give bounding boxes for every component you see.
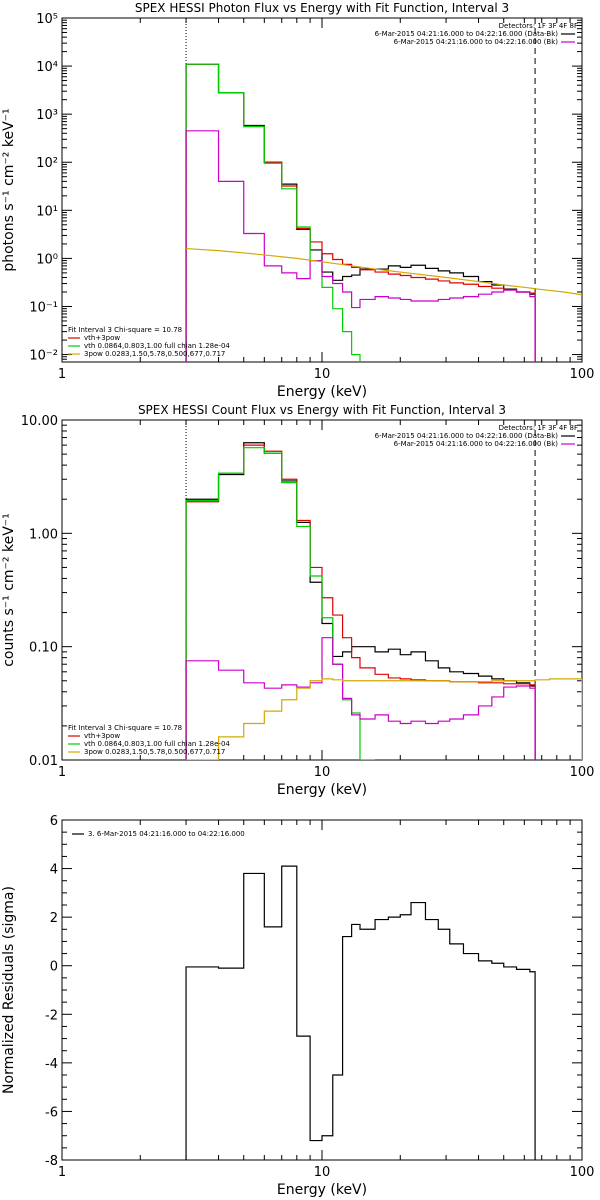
- y-tick-label: 4: [50, 863, 58, 878]
- y-tick-label: -2: [45, 1008, 58, 1023]
- y-tick-label: 10.00: [21, 414, 58, 429]
- legend-text: Fit Interval 3 Chi-square = 10.78: [68, 326, 182, 334]
- chart-panel-3: 1 10 100 -8 -6 -4 -2 0 2 4 6 Energy (keV) Normalized…: [1, 814, 594, 1198]
- legend-top-right: Detectors: 1F 3F 4F 8F6-Mar-2015 04:21:1…: [375, 22, 578, 46]
- x-tick-label: 100: [570, 765, 595, 780]
- legend-text: 6-Mar-2015 04:21:16.000 to 04:22:16.000 …: [394, 440, 559, 448]
- legend-text: vth 0.0864,0.803,1.00 full chian 1.28e-0…: [84, 342, 230, 350]
- plot-frame: [61, 17, 583, 363]
- y-tick-label: 2: [50, 911, 58, 926]
- legend-text: 6-Mar-2015 04:21:16.000 to 04:22:16.000 …: [394, 38, 559, 46]
- legend-text: 3pow 0.0283,1.50,5.78,0.500,677,0.717: [84, 350, 225, 358]
- chart-title: SPEX HESSI Photon Flux vs Energy with Fi…: [135, 1, 509, 15]
- legend-bottom-left: Fit Interval 3 Chi-square = 10.78vth+3po…: [68, 724, 230, 756]
- legend-text: 3pow 0.0283,1.50,5.78,0.500,677,0.717: [84, 748, 225, 756]
- y-tick-label: -6: [45, 1105, 58, 1120]
- y-tick-label: 10¹: [36, 204, 58, 219]
- x-tick-label: 1: [58, 1165, 66, 1180]
- x-tick-label: 100: [570, 1165, 595, 1180]
- series-group: [185, 865, 536, 1160]
- series-group: [185, 442, 582, 760]
- series-line-2: [185, 444, 536, 760]
- legend-text: Fit Interval 3 Chi-square = 10.78: [68, 724, 182, 732]
- legend-text: Detectors: 1F 3F 4F 8F: [499, 424, 578, 432]
- x-axis-label: Energy (keV): [277, 1182, 367, 1198]
- y-tick-label: 10⁻¹: [29, 300, 58, 315]
- y-axis-label: Normalized Residuals (sigma): [1, 886, 17, 1094]
- x-tick-label: 1: [58, 367, 66, 382]
- x-axis-label: Energy (keV): [277, 782, 367, 798]
- series-line-3: [185, 447, 376, 760]
- chart-title: SPEX HESSI Count Flux vs Energy with Fit…: [138, 403, 506, 417]
- legend-text: Detectors: 1F 3F 4F 8F: [499, 22, 578, 30]
- x-tick-label: 10: [314, 367, 331, 382]
- legend-text: vth+3pow: [84, 334, 120, 342]
- y-tick-label: 0.10: [29, 641, 58, 656]
- y-tick-label: 0.01: [29, 754, 58, 769]
- series-line-1: [185, 63, 536, 362]
- y-tick-label: 10⁵: [36, 12, 58, 27]
- legend-top-right: Detectors: 1F 3F 4F 8F6-Mar-2015 04:21:1…: [375, 424, 578, 448]
- series-line-2: [185, 63, 536, 362]
- y-axis-label: counts s⁻¹ cm⁻² keV⁻¹: [1, 513, 17, 667]
- series-group: [185, 63, 582, 362]
- legend-text: 3. 6-Mar-2015 04:21:16.000 to 04:22:16.0…: [88, 830, 245, 838]
- x-tick-label: 100: [570, 367, 595, 382]
- x-tick-label: 1: [58, 765, 66, 780]
- legend-bottom-left: Fit Interval 3 Chi-square = 10.78vth+3po…: [68, 326, 230, 358]
- legend-text: vth+3pow: [84, 732, 120, 740]
- y-tick-label: 10²: [36, 156, 58, 171]
- legend-top-left: 3. 6-Mar-2015 04:21:16.000 to 04:22:16.0…: [72, 830, 245, 838]
- chart-panel-1: SPEX HESSI Photon Flux vs Energy with Fi…: [1, 1, 594, 400]
- plot-frame: [61, 819, 583, 1161]
- y-tick-label: 10³: [36, 108, 58, 123]
- y-tick-label: 10⁰: [36, 252, 58, 267]
- y-tick-label: 0: [50, 960, 58, 975]
- series-line-5: [186, 247, 582, 296]
- chart-panel-2: SPEX HESSI Count Flux vs Energy with Fit…: [1, 403, 594, 798]
- legend-text: 6-Mar-2015 04:21:16.000 to 04:22:16.000 …: [375, 432, 559, 440]
- x-tick-label: 10: [314, 1165, 331, 1180]
- y-tick-label: -8: [45, 1154, 58, 1169]
- y-tick-label: 10⁻²: [29, 349, 58, 364]
- series-line-5: [186, 678, 582, 760]
- y-tick-label: 6: [50, 814, 58, 829]
- legend-text: vth 0.0864,0.803,1.00 full chian 1.28e-0…: [84, 740, 230, 748]
- series-line-4: [185, 637, 536, 760]
- y-tick-label: -4: [45, 1057, 58, 1072]
- legend-text: 6-Mar-2015 04:21:16.000 to 04:22:16.000 …: [375, 30, 559, 38]
- x-tick-label: 10: [314, 765, 331, 780]
- y-tick-label: 1.00: [29, 527, 58, 542]
- series-line-4: [185, 130, 536, 362]
- y-axis-label: photons s⁻¹ cm⁻² keV⁻¹: [1, 108, 17, 271]
- x-axis-label: Energy (keV): [277, 384, 367, 400]
- series-line-3: [185, 63, 361, 362]
- y-tick-label: 10⁴: [36, 60, 58, 75]
- series-line-1: [185, 865, 536, 1160]
